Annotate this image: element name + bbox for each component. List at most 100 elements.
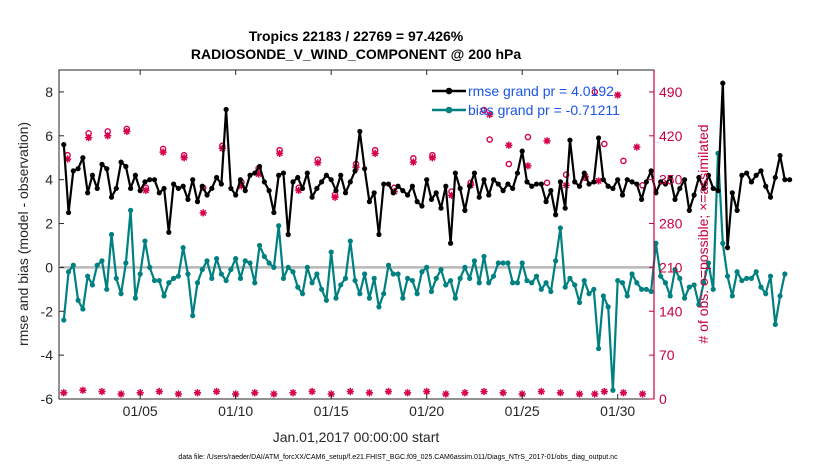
rmse-point xyxy=(753,172,759,178)
rmse-point xyxy=(739,172,745,178)
bias-point xyxy=(209,275,215,281)
rmse-point xyxy=(476,194,482,200)
bias-point xyxy=(99,258,105,264)
rmse-point xyxy=(228,185,234,192)
x-tick-label: 01/30 xyxy=(600,403,635,419)
bias-point xyxy=(147,264,153,270)
bias-point xyxy=(128,207,134,213)
bias-point xyxy=(247,260,253,266)
bias-point xyxy=(782,271,788,277)
bias-point xyxy=(213,256,220,262)
bias-point xyxy=(180,245,186,251)
obs-assimilated-point xyxy=(461,389,469,397)
rmse-point xyxy=(347,179,353,185)
obs-assimilated-point xyxy=(180,154,188,162)
rmse-point xyxy=(548,188,554,194)
y-left-tick-label: 0 xyxy=(45,259,53,275)
bias-point xyxy=(710,286,716,292)
obs-possible-point xyxy=(543,179,551,187)
bias-point xyxy=(758,284,764,290)
obs-assimilated-point xyxy=(518,390,526,398)
bias-point xyxy=(113,275,119,281)
y-axis-right-label: # of obs: o=possible; ×=assimilated xyxy=(695,124,711,343)
x-axis-label: Jan.01,2017 00:00:00 start xyxy=(273,429,440,445)
obs-assimilated-point xyxy=(556,389,565,397)
rmse-point xyxy=(390,190,396,196)
rmse-point xyxy=(171,181,177,187)
obs-possible-point xyxy=(524,133,532,141)
bias-point xyxy=(519,260,525,266)
obs-assimilated-point xyxy=(403,389,412,397)
bias-point xyxy=(271,264,277,270)
bias-point xyxy=(443,282,449,288)
bias-point xyxy=(629,271,635,277)
rmse-point xyxy=(223,106,229,113)
obs-assimilated-point xyxy=(614,91,622,99)
rmse-point xyxy=(648,168,654,174)
bias-point xyxy=(290,269,296,275)
rmse-point xyxy=(80,155,86,161)
rmse-point xyxy=(137,188,143,194)
bias-point xyxy=(261,253,267,260)
obs-assimilated-point xyxy=(98,387,106,396)
bias-point xyxy=(567,275,573,281)
bias-point xyxy=(490,273,497,279)
bias-point xyxy=(137,271,143,277)
rmse-point xyxy=(108,194,115,200)
bias-point xyxy=(94,262,100,268)
bias-point xyxy=(686,284,692,290)
rmse-point xyxy=(366,199,372,205)
rmse-point xyxy=(319,179,325,185)
rmse-point xyxy=(290,179,296,185)
obs-assimilated-point xyxy=(346,387,354,396)
bias-point xyxy=(266,260,272,266)
bias-point xyxy=(362,271,368,277)
obs-assimilated-point xyxy=(159,148,167,156)
bias-point xyxy=(357,291,363,297)
bias-point xyxy=(572,282,578,288)
bias-point xyxy=(433,275,439,281)
rmse-point xyxy=(237,177,244,183)
bias-point xyxy=(586,291,592,297)
rmse-point xyxy=(710,185,716,192)
bias-point xyxy=(151,277,158,284)
y-left-tick-label: -4 xyxy=(41,347,54,363)
rmse-point xyxy=(118,159,124,165)
rmse-point xyxy=(256,163,263,170)
bias-point xyxy=(419,269,425,275)
bias-point xyxy=(404,275,411,281)
bias-point xyxy=(767,273,774,279)
x-tick-label: 01/20 xyxy=(409,403,444,419)
rmse-point xyxy=(175,185,181,192)
bias-point xyxy=(80,306,86,312)
bias-point xyxy=(237,275,244,281)
bias-point xyxy=(299,291,306,297)
obs-assimilated-point xyxy=(600,387,608,396)
bias-point xyxy=(495,260,501,266)
bias-point xyxy=(667,293,673,299)
y-left-tick-label: 2 xyxy=(45,216,53,232)
rmse-point xyxy=(457,185,463,192)
bias-point xyxy=(276,223,282,229)
rmse-point xyxy=(610,185,616,192)
rmse-point xyxy=(333,188,339,194)
rmse-point xyxy=(638,196,645,203)
bias-point xyxy=(705,260,712,266)
legend-rmse-label: rmse grand pr = 4.0192 xyxy=(468,83,614,99)
bias-point xyxy=(739,277,745,284)
bias-point xyxy=(424,264,430,270)
obs-assimilated-point xyxy=(289,389,297,397)
rmse-point xyxy=(104,166,110,172)
rmse-point xyxy=(447,240,454,246)
bias-point xyxy=(385,262,392,268)
bias-point xyxy=(223,277,229,284)
bias-point xyxy=(562,284,568,290)
y-left-tick-label: 4 xyxy=(45,172,53,188)
rmse-point xyxy=(519,148,525,154)
rmse-point xyxy=(734,207,740,213)
rmse-point xyxy=(89,172,96,178)
rmse-point xyxy=(261,179,267,185)
bias-point xyxy=(75,297,81,303)
rmse-point xyxy=(276,172,282,178)
obs-assimilated-point xyxy=(60,389,68,397)
